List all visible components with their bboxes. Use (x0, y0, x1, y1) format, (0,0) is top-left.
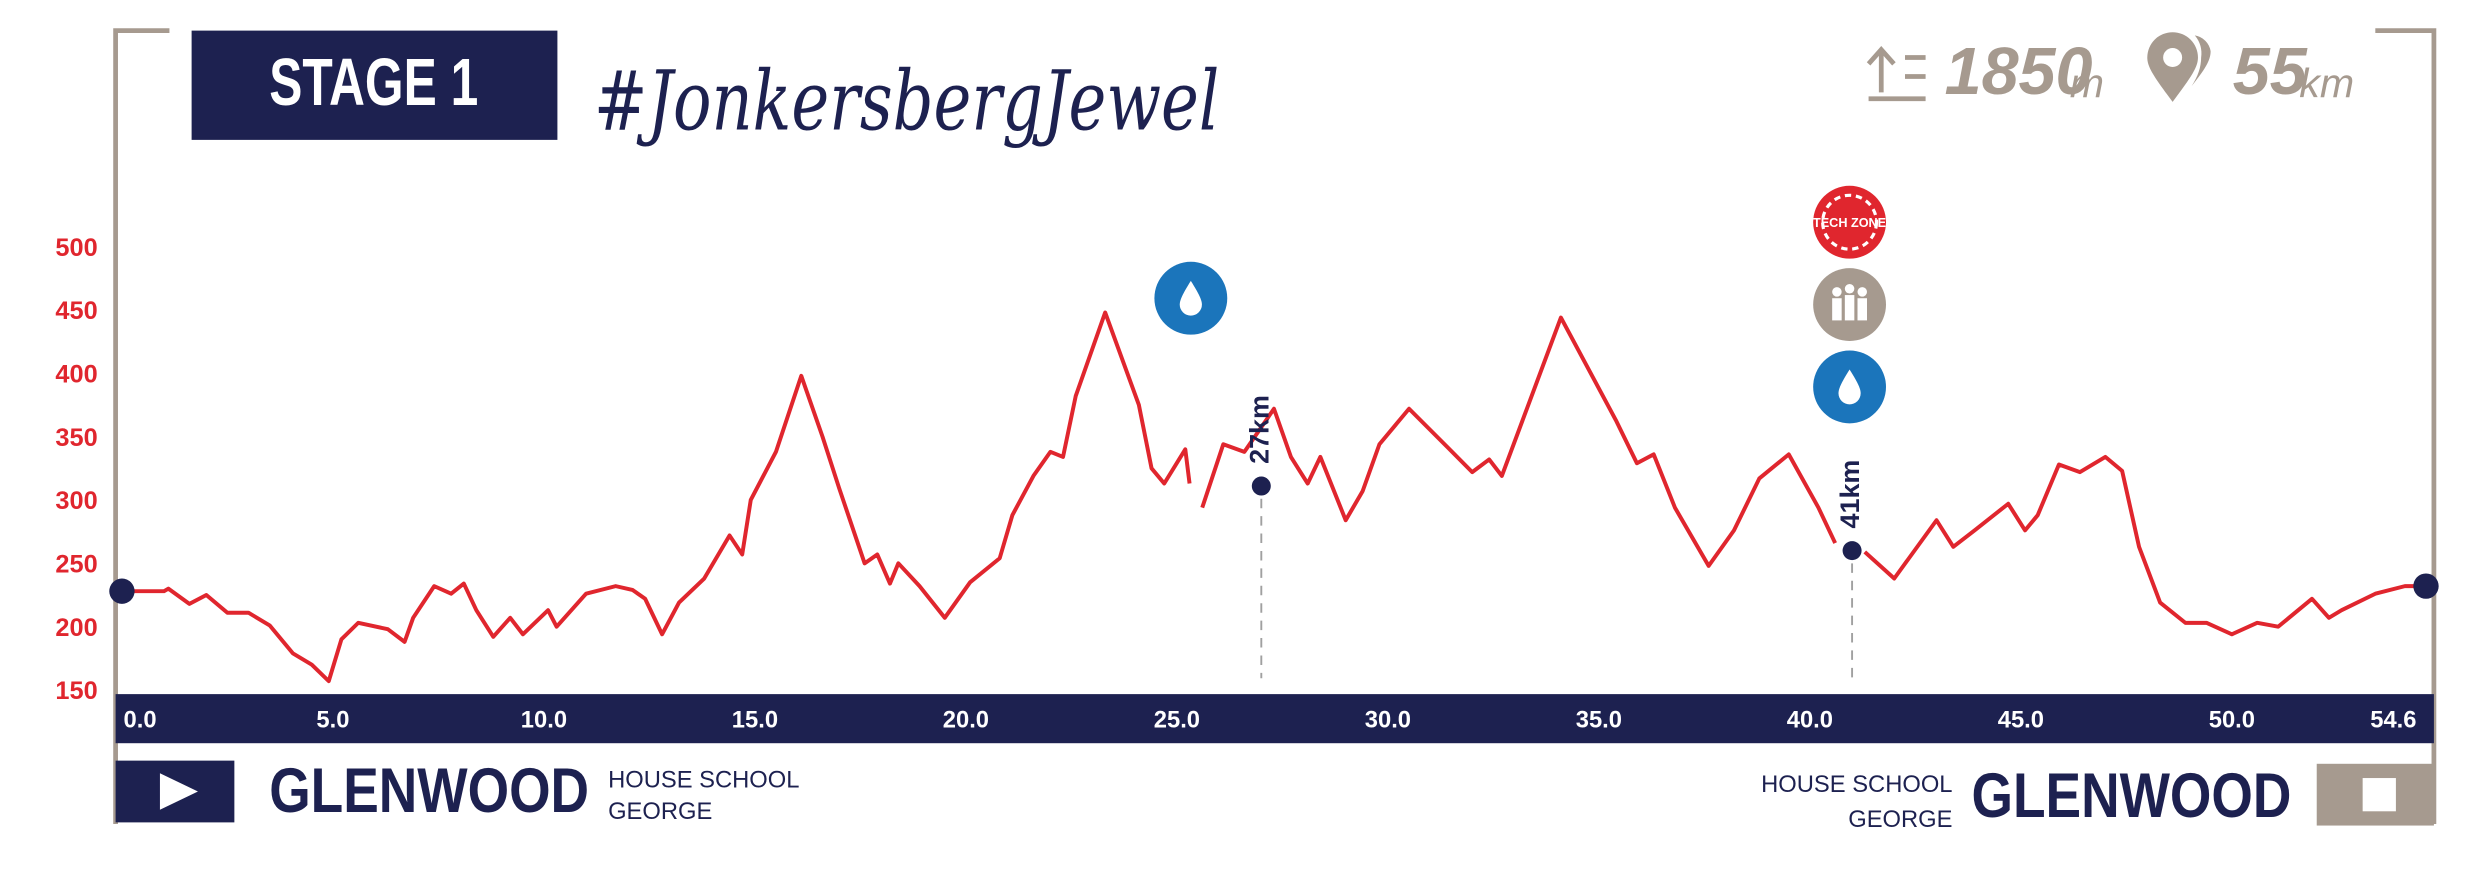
climb-icon (1866, 46, 1926, 102)
x-tick-label: 25.0 (1154, 706, 1200, 733)
x-tick-label: 54.6 (2370, 706, 2416, 733)
start-line1: HOUSE SCHOOL (608, 766, 799, 793)
support-icon (1813, 268, 1887, 341)
x-tick-label: 15.0 (732, 706, 778, 733)
axis-band (115, 694, 2434, 744)
finish-line2: GEORGE (1848, 806, 1952, 833)
marker-label: 41km (1835, 460, 1865, 529)
y-tick-label: 450 (55, 297, 97, 325)
tech-zone-icon: TECH ZONE (1813, 185, 1886, 259)
start-dot (109, 578, 135, 604)
water-icon (1154, 261, 1228, 335)
x-tick-label: 30.0 (1365, 706, 1411, 733)
x-tick-label: 0.0 (124, 706, 157, 733)
x-tick-label: 40.0 (1787, 706, 1833, 733)
y-tick-label: 350 (55, 424, 97, 452)
x-tick-label: 50.0 (2209, 706, 2255, 733)
start-icon (159, 773, 198, 810)
x-tick-label: 10.0 (521, 706, 567, 733)
y-tick-label: 200 (55, 614, 97, 642)
y-tick-label: 150 (55, 677, 97, 705)
subtitle: #JonkersbergJewel (594, 55, 1220, 150)
frame-right (2375, 28, 2437, 824)
y-tick-label: 400 (55, 361, 97, 389)
elevation-line (121, 310, 2426, 684)
finish-icon (2362, 778, 2396, 812)
chart-title: STAGE 1 (269, 46, 478, 120)
marker-label: 27km (1244, 395, 1274, 464)
finish-line1: HOUSE SCHOOL (1761, 771, 1952, 798)
distance-unit: km (2299, 60, 2354, 106)
x-tick-label: 45.0 (1998, 706, 2044, 733)
climb-value: 1850 (1945, 35, 2093, 109)
x-tick-label: 5.0 (316, 706, 349, 733)
title-box (191, 30, 558, 140)
tech-zone-label: TECH ZONE (1813, 216, 1886, 230)
x-tick-label: 20.0 (943, 706, 989, 733)
y-tick-label: 500 (55, 234, 97, 262)
marker-dot (1251, 476, 1271, 496)
start-name: GLENWOOD (269, 756, 589, 826)
distance-value: 55 (2233, 35, 2308, 109)
frame-left (113, 28, 170, 824)
distance-icon (2147, 32, 2211, 102)
water-icon (1813, 350, 1887, 424)
finish-name: GLENWOOD (1972, 761, 2292, 831)
y-tick-label: 250 (55, 551, 97, 579)
x-tick-label: 35.0 (1576, 706, 1622, 733)
marker-dot (1842, 541, 1862, 561)
y-tick-label: 300 (55, 487, 97, 515)
climb-unit: m (2070, 60, 2104, 106)
start-line2: GEORGE (608, 798, 712, 825)
finish-dot (2413, 573, 2439, 599)
